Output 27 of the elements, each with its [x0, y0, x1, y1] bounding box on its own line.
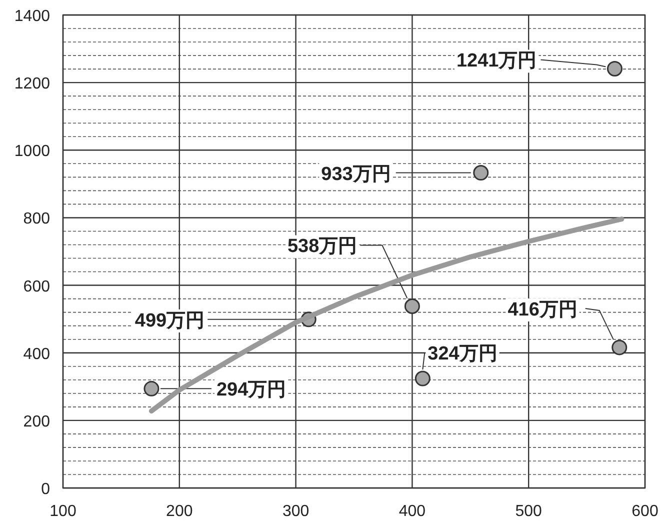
x-tick-label: 200	[166, 503, 193, 520]
point	[404, 298, 420, 314]
data-label: 933万円	[321, 164, 391, 185]
y-tick-label: 800	[23, 210, 50, 228]
x-tick-label: 500	[515, 503, 542, 520]
data-label: 416万円	[508, 299, 578, 320]
data-label: 1241万円	[456, 50, 537, 72]
x-tick-label: 100	[50, 503, 76, 520]
y-tick-label: 600	[23, 278, 50, 296]
data-label: 294万円	[216, 380, 286, 401]
point	[606, 60, 622, 76]
y-tick-label: 0	[41, 481, 50, 498]
x-tick-label: 400	[398, 503, 426, 520]
y-tick-label: 400	[23, 346, 50, 363]
data-label: 499万円	[134, 310, 205, 332]
y-tick-label: 1400	[14, 8, 50, 25]
point	[612, 340, 628, 356]
y-tick-label: 1200	[14, 76, 50, 93]
y-tick-label: 1000	[14, 143, 50, 160]
point	[144, 380, 160, 396]
point	[473, 165, 489, 181]
data-label: 324万円	[428, 344, 498, 365]
x-tick-label: 600	[632, 503, 658, 520]
point	[414, 370, 430, 386]
y-tick-label: 200	[23, 413, 50, 430]
x-tick-label: 300	[282, 503, 310, 520]
data-label: 538万円	[287, 236, 358, 258]
